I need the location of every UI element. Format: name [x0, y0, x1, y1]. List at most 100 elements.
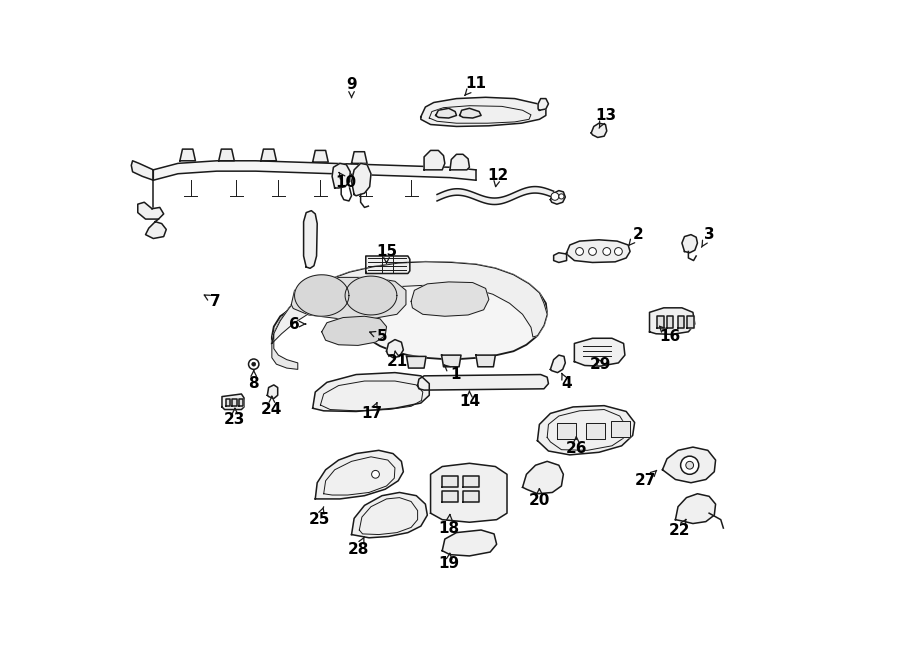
Polygon shape: [678, 316, 685, 328]
Polygon shape: [267, 385, 278, 399]
Polygon shape: [523, 461, 563, 494]
Polygon shape: [430, 463, 507, 522]
Polygon shape: [352, 152, 367, 163]
Polygon shape: [450, 154, 470, 170]
Polygon shape: [551, 355, 565, 373]
Text: 24: 24: [261, 396, 283, 417]
Text: 13: 13: [595, 108, 616, 128]
Polygon shape: [386, 340, 403, 358]
Polygon shape: [591, 123, 607, 137]
Polygon shape: [421, 97, 546, 126]
Polygon shape: [650, 308, 695, 334]
Polygon shape: [352, 163, 371, 196]
Circle shape: [576, 248, 583, 255]
Polygon shape: [131, 161, 153, 180]
Text: 20: 20: [528, 488, 550, 508]
Text: 7: 7: [204, 294, 220, 309]
Circle shape: [252, 362, 256, 366]
Polygon shape: [411, 282, 489, 316]
Polygon shape: [238, 399, 243, 407]
Polygon shape: [294, 275, 349, 316]
Text: 6: 6: [289, 317, 306, 332]
Text: 11: 11: [464, 75, 486, 95]
Polygon shape: [352, 492, 428, 538]
Text: 8: 8: [248, 370, 259, 391]
Polygon shape: [232, 399, 237, 407]
Polygon shape: [667, 316, 673, 328]
Text: 26: 26: [565, 437, 587, 456]
Polygon shape: [476, 355, 495, 367]
Polygon shape: [675, 494, 716, 524]
Text: 10: 10: [336, 173, 357, 190]
Text: 17: 17: [362, 403, 382, 421]
Polygon shape: [442, 530, 497, 556]
Circle shape: [680, 456, 698, 475]
Polygon shape: [153, 161, 476, 180]
Text: 21: 21: [386, 351, 408, 369]
Polygon shape: [687, 316, 694, 328]
Polygon shape: [272, 262, 547, 344]
Polygon shape: [574, 338, 625, 366]
Polygon shape: [442, 490, 458, 502]
Polygon shape: [554, 253, 567, 262]
Polygon shape: [610, 421, 630, 438]
Polygon shape: [272, 334, 298, 369]
Text: 3: 3: [701, 227, 715, 247]
Polygon shape: [315, 450, 403, 499]
Polygon shape: [657, 316, 664, 328]
Text: 16: 16: [660, 327, 681, 344]
Text: 25: 25: [309, 507, 329, 527]
Polygon shape: [418, 375, 548, 390]
Circle shape: [615, 248, 622, 255]
Polygon shape: [424, 151, 445, 170]
Polygon shape: [538, 98, 548, 110]
Polygon shape: [437, 186, 554, 204]
Polygon shape: [662, 447, 716, 483]
Polygon shape: [365, 256, 410, 274]
Polygon shape: [442, 476, 458, 487]
Polygon shape: [345, 276, 397, 315]
Text: 22: 22: [670, 520, 690, 537]
Polygon shape: [551, 190, 565, 204]
Circle shape: [248, 359, 259, 369]
Polygon shape: [312, 151, 328, 162]
Polygon shape: [436, 108, 456, 118]
Text: 4: 4: [562, 373, 572, 391]
Polygon shape: [292, 278, 406, 319]
Text: 19: 19: [438, 553, 459, 571]
Polygon shape: [226, 399, 230, 407]
Polygon shape: [138, 202, 164, 219]
Circle shape: [686, 461, 694, 469]
Polygon shape: [442, 355, 461, 367]
Polygon shape: [261, 149, 276, 161]
Text: 15: 15: [376, 244, 397, 263]
Text: 18: 18: [438, 514, 459, 535]
Polygon shape: [312, 373, 429, 411]
Polygon shape: [557, 423, 576, 440]
Polygon shape: [586, 423, 606, 440]
Polygon shape: [332, 163, 350, 188]
Polygon shape: [537, 406, 634, 455]
Polygon shape: [321, 316, 386, 346]
Polygon shape: [567, 240, 630, 262]
Text: 27: 27: [634, 471, 657, 488]
Circle shape: [372, 471, 380, 478]
Polygon shape: [146, 221, 166, 239]
Text: 12: 12: [487, 167, 508, 186]
Text: 5: 5: [370, 329, 387, 344]
Polygon shape: [272, 262, 547, 359]
Circle shape: [559, 194, 564, 199]
Text: 14: 14: [459, 391, 480, 409]
Polygon shape: [219, 149, 234, 161]
Polygon shape: [303, 211, 317, 268]
Polygon shape: [463, 490, 479, 502]
Polygon shape: [460, 108, 482, 118]
Polygon shape: [463, 476, 479, 487]
Text: 29: 29: [590, 357, 611, 371]
Polygon shape: [180, 149, 195, 161]
Polygon shape: [682, 235, 698, 253]
Polygon shape: [407, 356, 426, 368]
Polygon shape: [222, 394, 244, 410]
Circle shape: [551, 192, 559, 200]
Circle shape: [603, 248, 610, 255]
